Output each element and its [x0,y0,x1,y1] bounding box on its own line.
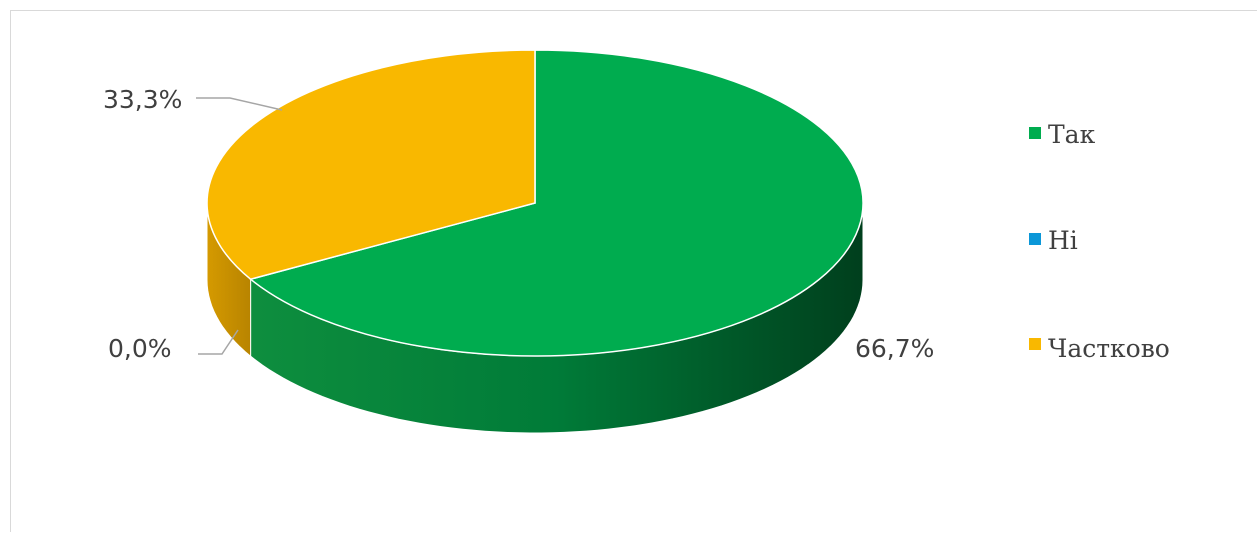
legend-swatch-chastkovo [1029,338,1041,350]
legend: Так Ні Частково [1029,120,1170,363]
data-label-tak: 66,7% [855,334,934,363]
data-label-ni: 0,0% [108,334,172,363]
chart-frame [10,10,1257,532]
pie-tops [206,49,864,357]
pie-slice-tak [248,49,864,357]
pie-slice-chastkovo [206,49,536,281]
legend-label-chastkovo: Частково [1048,334,1170,363]
leader-line-chastkovo [196,97,283,111]
legend-label-tak: Так [1048,120,1096,149]
leader-line-ni [198,329,239,355]
legend-swatch-ni [1029,233,1041,245]
legend-swatch-tak [1029,127,1041,139]
data-label-chastkovo: 33,3% [103,85,182,114]
legend-label-ni: Ні [1048,226,1078,255]
